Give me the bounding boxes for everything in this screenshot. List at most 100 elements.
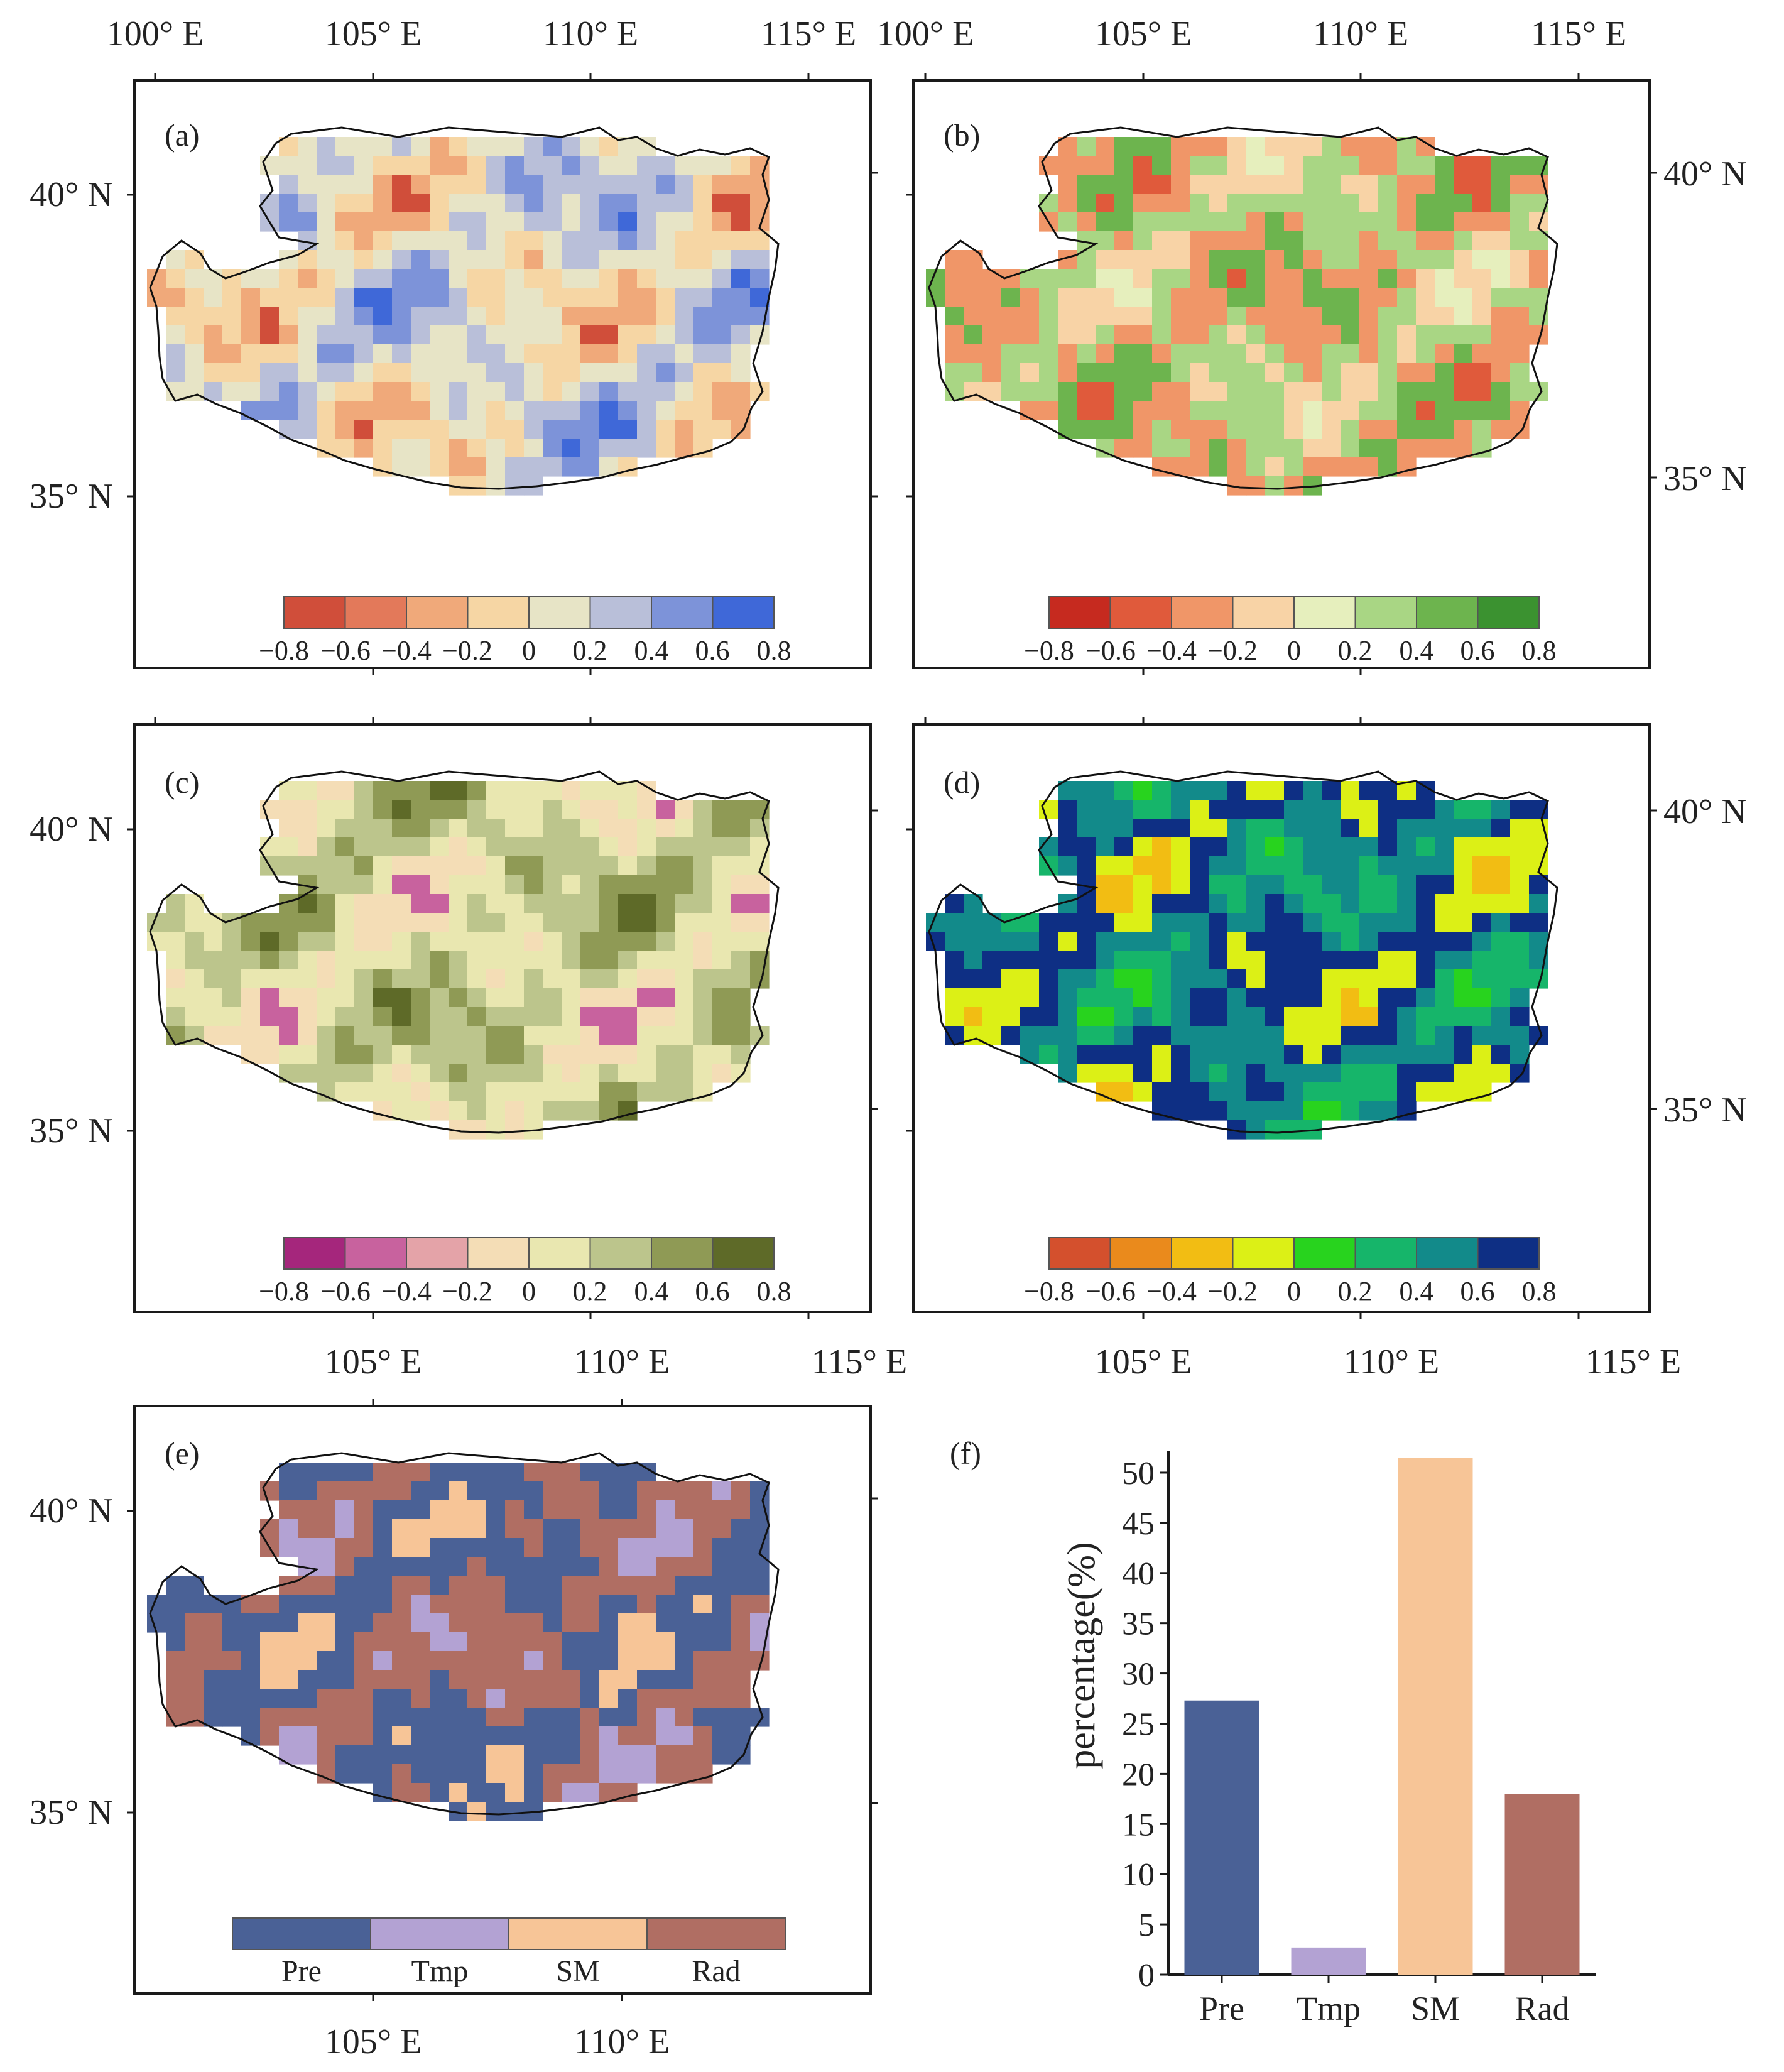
map-cell bbox=[335, 951, 355, 970]
map-cell bbox=[1454, 988, 1473, 1008]
map-cell bbox=[618, 913, 638, 932]
map-cell bbox=[562, 250, 581, 270]
map-cell bbox=[486, 1101, 506, 1121]
map-cell bbox=[675, 894, 694, 913]
map-cell bbox=[1322, 288, 1341, 307]
map-cell bbox=[543, 420, 562, 439]
map-cell bbox=[543, 382, 562, 401]
map-cell bbox=[392, 1745, 411, 1765]
map-cell bbox=[656, 1726, 675, 1746]
map-cell bbox=[392, 250, 411, 270]
map-cell bbox=[712, 856, 732, 876]
map-cell bbox=[1133, 932, 1153, 951]
map-cell bbox=[524, 1708, 543, 1727]
map-cell bbox=[430, 288, 449, 307]
map-cell bbox=[335, 401, 355, 420]
map-cell bbox=[1491, 1064, 1511, 1083]
map-cell bbox=[166, 344, 185, 364]
map-cell bbox=[354, 1708, 374, 1727]
map-cell bbox=[1227, 212, 1247, 232]
map-cell bbox=[1416, 951, 1435, 970]
map-cell bbox=[1378, 951, 1398, 970]
map-cell bbox=[166, 894, 185, 913]
map-cell bbox=[599, 800, 619, 819]
map-cell bbox=[392, 175, 411, 194]
map-cell bbox=[279, 1689, 298, 1708]
lat-tick: 35° N bbox=[30, 1793, 113, 1832]
map-cell bbox=[618, 1557, 638, 1576]
map-cell bbox=[1246, 175, 1266, 194]
map-cell bbox=[1472, 288, 1492, 307]
map-cell bbox=[656, 1500, 675, 1520]
map-cell bbox=[317, 344, 336, 364]
map-cell bbox=[279, 194, 298, 213]
map-cell bbox=[524, 156, 543, 175]
map-cell bbox=[524, 1576, 543, 1595]
map-cell bbox=[1435, 875, 1454, 895]
map-cell bbox=[1058, 307, 1077, 326]
map-cell bbox=[731, 1064, 751, 1083]
map-cell bbox=[1114, 439, 1134, 458]
map-cell bbox=[1359, 875, 1379, 895]
map-cell bbox=[411, 894, 430, 913]
map-cell bbox=[204, 1026, 223, 1045]
map-cell bbox=[486, 1595, 506, 1614]
colorbar-swatch bbox=[1293, 596, 1356, 629]
map-cell bbox=[449, 1613, 468, 1633]
map-cell bbox=[317, 1481, 336, 1501]
map-cell bbox=[1133, 1082, 1153, 1102]
map-cell bbox=[618, 800, 638, 819]
map-cell bbox=[1341, 913, 1360, 932]
map-cell bbox=[1114, 988, 1134, 1008]
map-cell bbox=[467, 1595, 487, 1614]
map-cell bbox=[1284, 856, 1303, 876]
map-cell bbox=[1152, 819, 1172, 838]
map-cell bbox=[580, 1045, 600, 1064]
map-cell bbox=[449, 988, 468, 1008]
map-cell bbox=[1265, 212, 1285, 232]
map-cell bbox=[260, 800, 280, 819]
map-cell bbox=[693, 288, 713, 307]
map-cell bbox=[964, 288, 983, 307]
map-cell bbox=[712, 969, 732, 989]
map-cell bbox=[335, 988, 355, 1008]
map-cell bbox=[599, 988, 619, 1008]
map-cell bbox=[731, 325, 751, 345]
map-cell bbox=[1152, 175, 1172, 194]
map-cell bbox=[1284, 363, 1303, 383]
map-cell bbox=[1058, 194, 1077, 213]
map-cell bbox=[1322, 875, 1341, 895]
map-cell bbox=[712, 231, 732, 251]
map-cell bbox=[637, 1613, 656, 1633]
map-cell bbox=[430, 1689, 449, 1708]
map-cell bbox=[1472, 837, 1492, 857]
map-cell bbox=[1190, 800, 1209, 819]
map-cell bbox=[712, 951, 732, 970]
map-cell bbox=[1284, 1120, 1303, 1140]
map-cell bbox=[599, 1613, 619, 1633]
map-cell bbox=[354, 875, 374, 895]
map-cell bbox=[1284, 894, 1303, 913]
map-cell bbox=[1454, 875, 1473, 895]
map-cell bbox=[693, 1481, 713, 1501]
map-cell bbox=[964, 969, 983, 989]
map-cell bbox=[562, 1632, 581, 1652]
map-cell bbox=[373, 819, 393, 838]
map-cell bbox=[1020, 288, 1040, 307]
map-cell bbox=[637, 250, 656, 270]
map-cell bbox=[430, 175, 449, 194]
map-cell bbox=[354, 894, 374, 913]
map-cell bbox=[1133, 325, 1153, 345]
map-cell bbox=[1171, 819, 1190, 838]
map-cell bbox=[505, 1764, 525, 1784]
map-cell bbox=[562, 1576, 581, 1595]
map-cell bbox=[1529, 269, 1548, 288]
map-cell bbox=[317, 988, 336, 1008]
map-cell bbox=[335, 325, 355, 345]
map-cell bbox=[1190, 194, 1209, 213]
map-cell bbox=[204, 382, 223, 401]
map-cell bbox=[354, 1613, 374, 1633]
map-cell bbox=[373, 288, 393, 307]
map-cell bbox=[1039, 1045, 1058, 1064]
map-cell bbox=[1416, 382, 1435, 401]
